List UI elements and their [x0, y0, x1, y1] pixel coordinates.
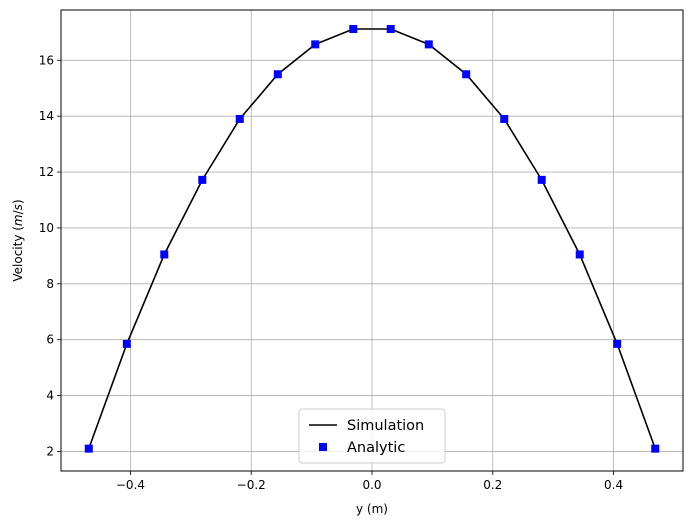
y-tick-label: 2 [46, 444, 54, 458]
y-axis-label-prefix: Velocity ( [11, 226, 25, 282]
grid [61, 10, 683, 471]
analytic-point [424, 40, 433, 49]
analytic-point [349, 24, 358, 33]
analytic-point [537, 175, 546, 184]
y-tick-label: 4 [46, 389, 54, 403]
analytic-point [273, 70, 282, 79]
legend-analytic-swatch [319, 443, 327, 451]
y-axis-label-unit-m: m [11, 214, 25, 226]
analytic-point [651, 444, 660, 453]
x-tick-label: −0.2 [237, 478, 266, 492]
x-tick-label: 0.4 [604, 478, 623, 492]
analytic-point [575, 250, 584, 259]
analytic-point [160, 250, 169, 259]
x-tick-label: 0.2 [483, 478, 502, 492]
analytic-point [500, 114, 509, 123]
analytic-point [386, 24, 395, 33]
y-axis-label-slash: / [11, 209, 25, 214]
legend: Simulation Analytic [298, 408, 446, 464]
y-tick-label: 6 [46, 333, 54, 347]
x-tick-label: −0.4 [116, 478, 145, 492]
analytic-point [613, 339, 622, 348]
analytic-point [235, 114, 244, 123]
analytic-point [462, 70, 471, 79]
y-axis-label-unit-s: s [11, 204, 25, 210]
x-tick-label: 0.0 [362, 478, 381, 492]
y-tick-label: 12 [39, 165, 54, 179]
legend-simulation-label: Simulation [347, 418, 424, 434]
y-axis-label-suffix: ) [11, 199, 25, 204]
analytic-point [122, 339, 131, 348]
analytic-point [198, 175, 207, 184]
simulation-line [88, 28, 656, 449]
x-axis-label: y (m) [356, 502, 388, 516]
y-tick-label: 10 [39, 221, 54, 235]
analytic-point [84, 444, 93, 453]
axis-ticks: −0.4 −0.2 0.0 0.2 0.4 2 4 6 8 10 12 14 16 [39, 53, 623, 492]
legend-box [298, 408, 446, 464]
y-tick-label: 8 [46, 277, 54, 291]
y-tick-label: 16 [39, 53, 54, 67]
series-layer [84, 24, 660, 453]
analytic-point [311, 40, 320, 49]
legend-analytic-label: Analytic [347, 440, 405, 456]
y-axis-label: Velocity (m/s) [11, 199, 25, 281]
y-tick-label: 14 [39, 109, 54, 123]
